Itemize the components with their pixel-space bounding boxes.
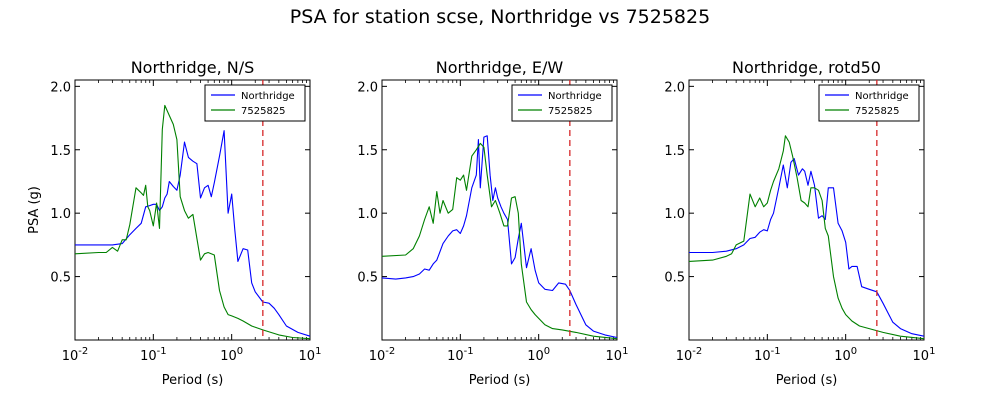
y-tick-label: 1.0 [664, 207, 685, 222]
legend-label: 7525825 [855, 106, 900, 117]
chart-title: Northridge, E/W [436, 58, 564, 77]
plot-frame [688, 79, 925, 341]
y-tick-label: 1.5 [357, 144, 378, 159]
y-tick-label: 2.0 [664, 80, 685, 95]
chart-panel-1: Northridge, N/S 0.5 1.0 1.5 2.0 10-2 10-1 100 10… [27, 58, 321, 388]
legend: Northridge 7525825 [818, 84, 920, 122]
y-axis-label: PSA (g) [27, 186, 42, 234]
x-tick-label: 10-1 [140, 346, 167, 364]
x-tick-label: 100 [527, 346, 550, 364]
legend: Northridge 7525825 [204, 84, 306, 122]
y-tick-label: 0.5 [357, 271, 378, 286]
y-tick-label: 1.0 [50, 207, 71, 222]
chart-panel-2: Northridge, E/W 0.5 1.0 1.5 2.0 10-2 10-1 100 10… [357, 58, 628, 388]
legend-label: 7525825 [548, 106, 593, 117]
series-line-Northridge [689, 158, 925, 337]
x-tick-label: 100 [220, 346, 243, 364]
legend-label: Northridge [855, 91, 909, 102]
legend-box [511, 84, 613, 122]
x-tick-label: 101 [299, 346, 322, 364]
chart-title: Northridge, rotd50 [732, 58, 881, 77]
y-tick-label: 2.0 [357, 80, 378, 95]
series-line-7525825 [74, 104, 311, 340]
x-tick-label: 10-2 [676, 346, 703, 364]
x-axis-label: Period (s) [469, 373, 531, 388]
x-axis-label: Period (s) [776, 373, 838, 388]
series-line-7525825 [688, 135, 925, 340]
legend-box [204, 84, 306, 122]
legend: Northridge 7525825 [511, 84, 613, 122]
x-tick-label: 10-1 [754, 346, 781, 364]
legend-label: 7525825 [241, 106, 286, 117]
x-tick-label: 10-2 [62, 346, 89, 364]
y-tick-label: 2.0 [50, 80, 71, 95]
plot-frame [74, 79, 311, 341]
legend-box [818, 84, 920, 122]
x-tick-label: 10-1 [447, 346, 474, 364]
x-axis-label: Period (s) [162, 373, 224, 388]
legend-label: Northridge [241, 91, 295, 102]
legend-label: Northridge [548, 91, 602, 102]
y-tick-label: 1.0 [357, 207, 378, 222]
chart-panel-3: Northridge, rotd50 0.5 1.0 1.5 2.0 10-2 10-1 10… [664, 58, 935, 388]
series-line-7525825 [381, 142, 618, 340]
x-tick-label: 10-2 [369, 346, 396, 364]
chart-title: Northridge, N/S [131, 58, 255, 77]
x-tick-label: 101 [913, 346, 936, 364]
x-tick-label: 101 [606, 346, 629, 364]
plot-frame [381, 79, 618, 341]
series-line-Northridge [381, 135, 618, 339]
figure-title: PSA for station scse, Northridge vs 7525… [290, 6, 710, 28]
series-line-Northridge [75, 130, 311, 337]
x-tick-label: 100 [834, 346, 857, 364]
y-tick-label: 0.5 [664, 271, 685, 286]
y-tick-label: 1.5 [664, 144, 685, 159]
y-tick-label: 0.5 [50, 271, 71, 286]
y-tick-label: 1.5 [50, 144, 71, 159]
